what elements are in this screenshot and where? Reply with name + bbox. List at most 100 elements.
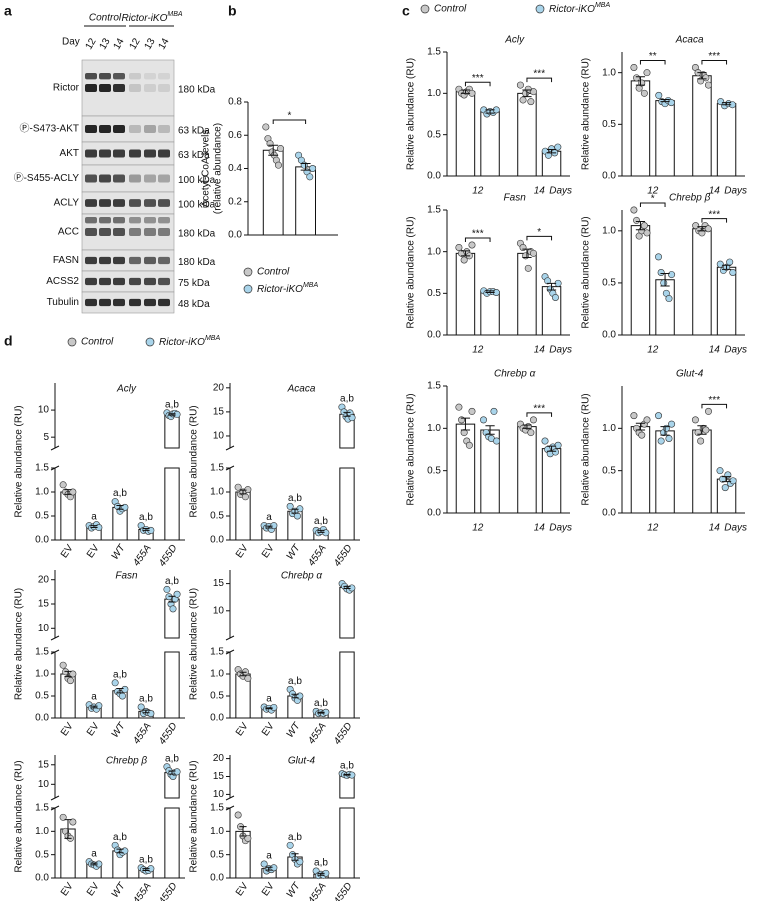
blot-band	[113, 228, 125, 236]
data-point	[69, 670, 77, 678]
blot-band	[144, 84, 156, 92]
blot-band	[85, 73, 97, 80]
data-point	[729, 268, 737, 276]
blot-band	[158, 256, 170, 265]
y-tick-label: 1.5	[427, 381, 441, 392]
blot-band	[129, 149, 141, 158]
name: Rictor-iKO	[159, 337, 205, 348]
blot-band	[113, 84, 125, 92]
data-point	[519, 96, 527, 104]
panel-label: c	[402, 3, 410, 19]
error-bar	[697, 226, 707, 232]
blot-band	[129, 84, 141, 92]
blot-kda-label: 100 kDa	[178, 200, 216, 211]
bar-letter: a	[91, 848, 97, 859]
error-bar	[291, 853, 299, 861]
error-bar	[635, 76, 646, 86]
day-number: 12	[128, 36, 143, 52]
data-point	[244, 674, 252, 682]
bar	[455, 423, 476, 514]
y-tick-label: 0.0	[210, 713, 224, 724]
blot-band	[99, 84, 111, 92]
blot-band	[144, 174, 156, 183]
x-tick-label: 455A	[306, 721, 329, 747]
y-tick-label: 15	[38, 759, 50, 770]
name-superscript: MBA	[303, 282, 319, 289]
blot-row-label: Ⓟ-S455-ACLY	[14, 172, 80, 184]
data-point	[529, 88, 537, 96]
x-tick-label: 455D	[157, 881, 180, 901]
y-tick-label: 0.0	[602, 330, 616, 341]
y-tick-label: 5	[43, 432, 49, 443]
blot-row-label: FASN	[53, 255, 79, 266]
blot-band	[144, 199, 156, 207]
y-axis-label: Relative abundance (RU)	[14, 405, 25, 517]
blot-band	[113, 199, 125, 207]
bar	[630, 80, 651, 177]
bar-letter: a,b	[340, 394, 354, 405]
data-point	[665, 434, 673, 442]
error-bar	[317, 872, 325, 876]
chart-title: Glut-4	[288, 756, 316, 767]
error-bar	[142, 527, 150, 531]
data-point	[724, 471, 732, 479]
error-bar	[168, 595, 176, 603]
y-tick-label: 0.4	[228, 163, 242, 174]
data-point	[293, 512, 301, 520]
blot-band	[99, 228, 111, 236]
blot-band	[113, 298, 125, 307]
data-point	[468, 407, 476, 415]
blot-band	[113, 256, 125, 265]
blot-row-label: ACC	[58, 227, 79, 238]
bar	[235, 673, 251, 719]
sig-label: *	[537, 227, 541, 238]
blot-band	[113, 277, 125, 286]
data-point	[274, 161, 282, 169]
data-point	[309, 165, 317, 173]
chart-title: Glut-4	[676, 369, 704, 380]
blot-band	[158, 149, 170, 158]
chart-title: Fasn	[504, 193, 527, 204]
sig-label: ***	[708, 51, 720, 62]
y-tick-label: 1.5	[35, 647, 49, 658]
blot-band	[99, 277, 111, 286]
sig-bracket	[526, 412, 553, 417]
bar	[692, 429, 712, 514]
x-axis-label: Days	[724, 523, 747, 534]
sig-label: **	[649, 51, 657, 62]
data-point	[657, 268, 665, 276]
error-bar	[660, 426, 670, 436]
x-tick-label: 12	[472, 345, 484, 356]
data-point	[704, 407, 712, 415]
error-bar	[343, 411, 351, 417]
error-bar	[291, 508, 299, 514]
blot-band	[113, 149, 125, 158]
error-bar	[343, 585, 351, 589]
bar-letter: a,b	[288, 493, 302, 504]
data-point	[527, 429, 535, 437]
error-bar	[168, 413, 176, 416]
name: Rictor-iKO	[257, 284, 303, 295]
bar-letter: a,b	[288, 832, 302, 843]
error-bar	[721, 264, 732, 270]
data-point	[551, 293, 559, 301]
x-tick-label: 14	[534, 523, 546, 534]
legend-label: Control	[434, 4, 467, 15]
y-tick-label: 0.0	[602, 171, 616, 182]
data-point	[702, 74, 710, 82]
blot-kda-label: 48 kDa	[178, 299, 210, 310]
data-point	[529, 249, 537, 257]
error-bar	[635, 220, 646, 231]
data-point	[465, 441, 473, 449]
data-point	[458, 416, 466, 424]
x-tick-label: 14	[534, 186, 546, 197]
error-bar	[90, 862, 98, 866]
y-axis-label: Relative abundance (RU)	[189, 760, 200, 872]
bar	[339, 774, 355, 879]
sig-bracket	[272, 119, 307, 124]
day-number: 13	[143, 36, 158, 52]
x-tick-label: EV	[85, 881, 102, 899]
data-point	[147, 710, 155, 718]
bar	[480, 111, 500, 177]
data-point	[640, 222, 648, 230]
